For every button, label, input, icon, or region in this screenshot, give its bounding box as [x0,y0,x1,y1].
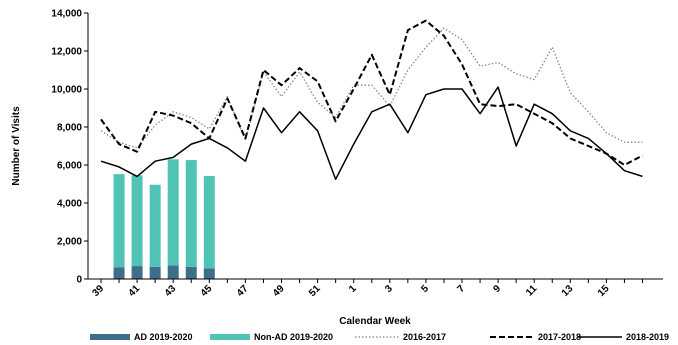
x-tick-label: 45 [199,283,215,299]
x-axis-title: Calendar Week [339,316,411,327]
y-tick-label: 14,000 [51,9,82,20]
x-tick-label: 13 [560,283,576,299]
x-tick-label: 41 [127,283,143,299]
y-tick-label: 12,000 [51,47,82,58]
x-tick-label: 9 [492,283,504,295]
bar-ad [131,266,143,279]
line-2018-2019 [100,86,643,181]
x-tick-label: 3 [383,283,395,295]
x-tick-label: 39 [90,283,106,299]
legend: AD 2019-2020 Non-AD 2019-2020 2016-2017 201… [90,332,669,342]
y-tick-label: 10,000 [51,85,82,96]
x-tick-label: 49 [271,283,287,299]
y-tick-label: 6,000 [57,161,82,172]
x-tick-label: 11 [524,283,540,299]
bar-ad [167,265,179,279]
legend-label: AD 2019-2020 [134,332,193,342]
y-tick-label: 0 [76,275,82,286]
y-tick-label: 2,000 [57,237,82,248]
bar-non-ad [185,160,197,267]
line-2017-2018 [100,19,643,166]
x-tick-label: 1 [347,283,359,295]
legend-label: 2017-2018 [538,332,581,342]
line-2016-2017 [100,27,643,149]
x-ticks: 39 41 43 45 47 49 51 1 3 5 7 9 11 13 15 [90,279,643,299]
axes-group [87,13,663,280]
x-tick-label: 7 [455,283,467,295]
y-ticks: 0 2,000 4,000 6,000 8,000 10,000 12,000 14,000 [51,9,88,286]
legend-swatch [90,334,130,340]
legend-label: 2018-2019 [626,332,669,342]
bar-non-ad [149,184,161,267]
bar-ad [185,266,197,279]
legend-swatch [210,334,250,340]
x-tick-label: 47 [235,283,251,299]
legend-label: Non-AD 2019-2020 [254,332,333,342]
y-axis-title: Number of Visits [11,106,22,186]
x-tick-label: 5 [419,283,431,295]
x-tick-label: 15 [596,283,612,299]
bar-non-ad [203,176,215,269]
bar-ad [113,267,125,279]
bars-group [113,159,215,279]
bar-ad [203,268,215,279]
x-tick-label: 51 [307,283,323,299]
lines-group [100,19,643,181]
x-tick-label: 43 [163,283,179,299]
bar-ad [149,266,161,279]
bar-non-ad [113,174,125,268]
legend-label: 2016-2017 [403,332,446,342]
bar-non-ad [167,159,179,266]
bar-non-ad [131,175,143,267]
y-tick-label: 8,000 [57,123,82,134]
y-tick-label: 4,000 [57,199,82,210]
